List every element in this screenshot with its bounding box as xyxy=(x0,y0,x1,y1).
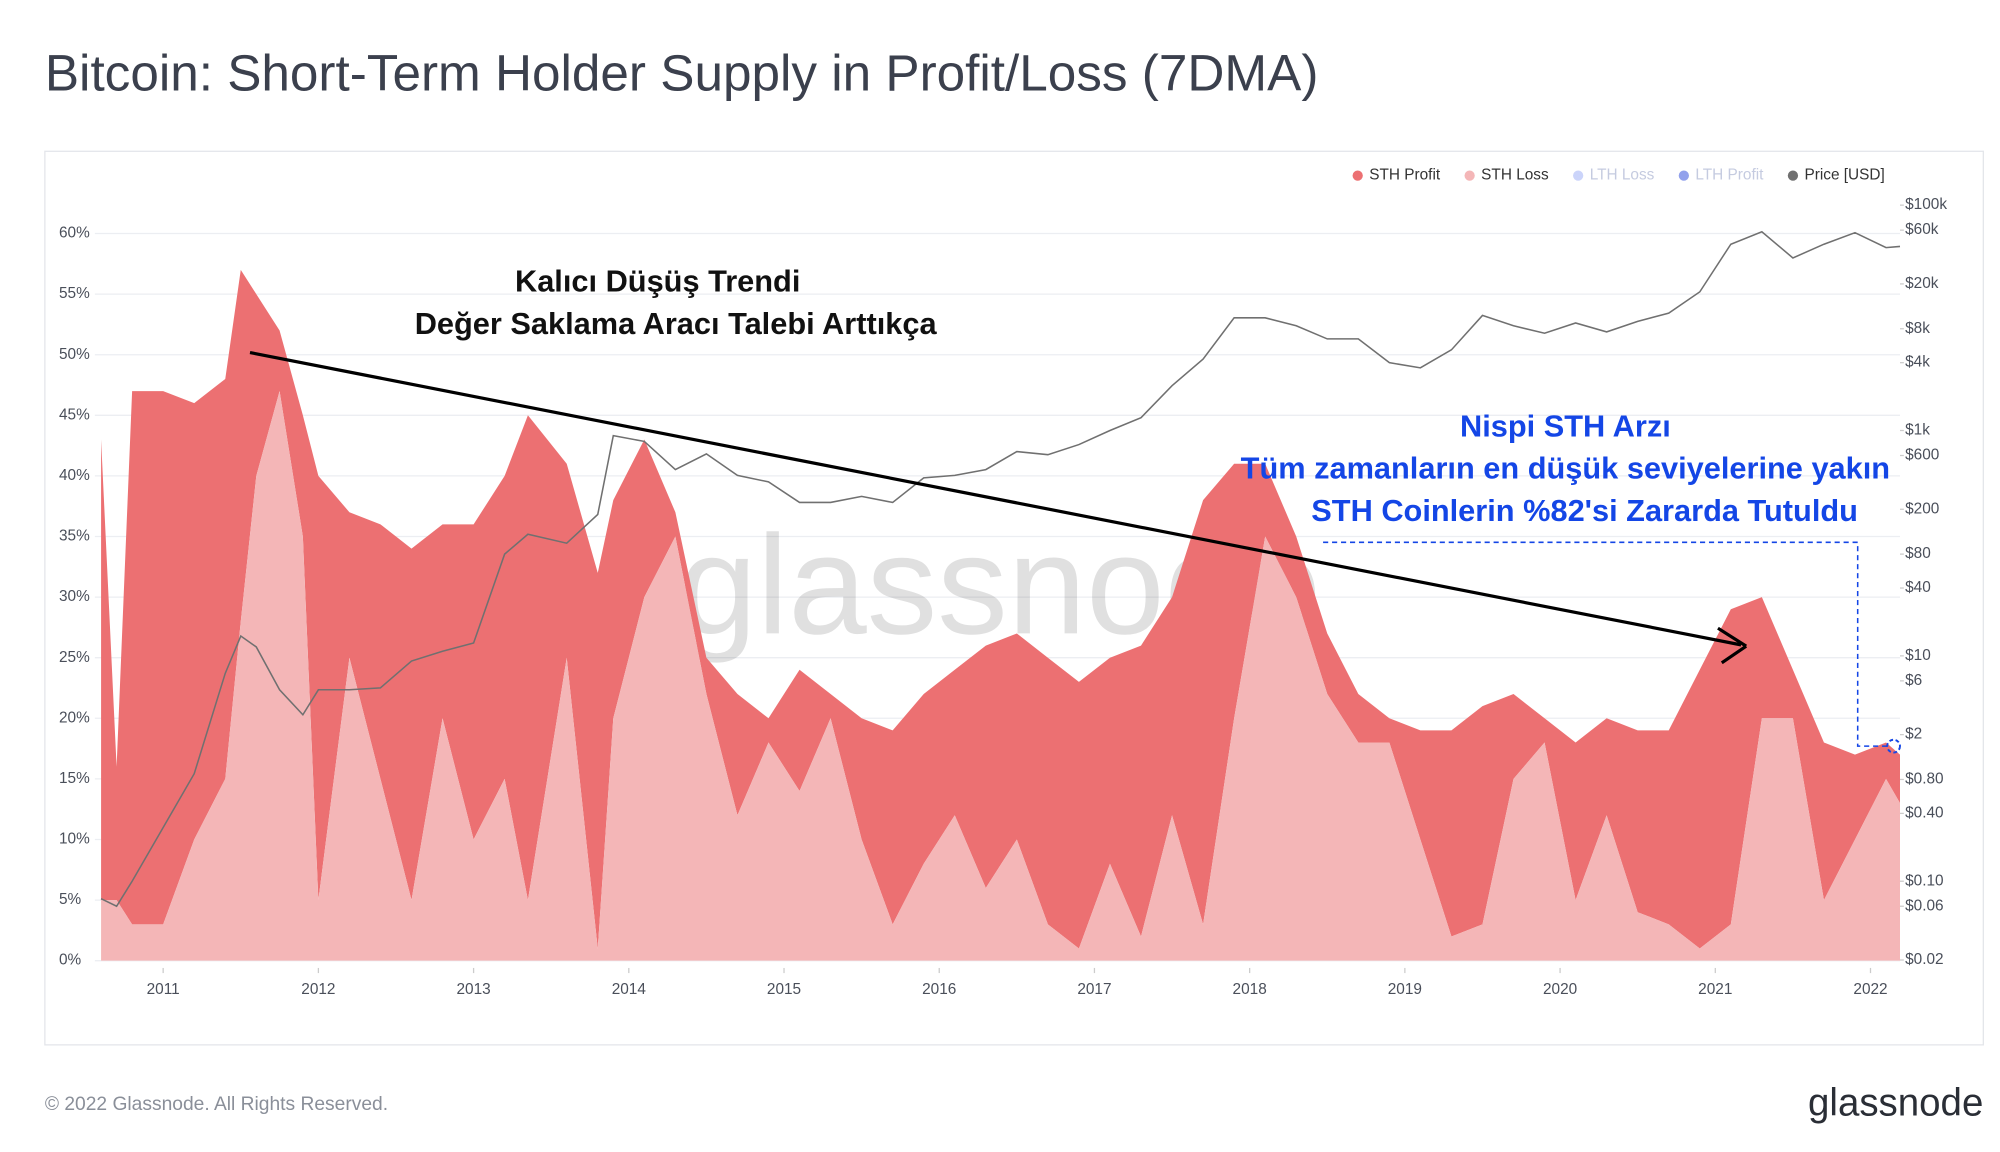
y-tick-label: 25% xyxy=(59,649,90,666)
x-tick-label: 2013 xyxy=(456,981,490,998)
plot: 0% 5% 10% 15% 20% 25% 30% 35% 40% 45% 50% 55% 60% $10… xyxy=(59,167,1947,998)
y2-tick-label: $0.06 xyxy=(1905,897,1943,914)
x-tick-label: 2020 xyxy=(1543,981,1577,998)
annotation: Tüm zamanların en düşük seviyelerine yak… xyxy=(1241,451,1890,486)
chart-title: Bitcoin: Short-Term Holder Supply in Pro… xyxy=(45,44,1319,101)
y2-tick-label: $2 xyxy=(1905,726,1922,743)
legend-label[interactable]: Price [USD] xyxy=(1804,167,1884,184)
chart-frame xyxy=(44,150,1984,1046)
x-tick-label: 2017 xyxy=(1077,981,1111,998)
y2-tick-label: $0.40 xyxy=(1905,804,1943,821)
trend-arrow xyxy=(249,350,1742,647)
x-tick-label: 2018 xyxy=(1233,981,1267,998)
legend-marker xyxy=(1573,170,1584,181)
legend-marker xyxy=(1464,170,1475,181)
y2-tick-label: $4k xyxy=(1905,354,1930,371)
x-tick-label: 2019 xyxy=(1388,981,1422,998)
y2-tick-label: $10 xyxy=(1905,647,1931,664)
y-tick-label: 55% xyxy=(59,285,90,302)
annotation: Nispi STH Arzı xyxy=(1460,408,1671,443)
x-tick-label: 2015 xyxy=(767,981,801,998)
y-tick-label: 10% xyxy=(59,831,90,848)
y2-tick-label: $8k xyxy=(1905,320,1930,337)
footer: © 2022 Glassnode. All Rights Reserved. xyxy=(45,1094,388,1115)
x-tick-label: 2014 xyxy=(612,981,647,998)
y-tick-label: 20% xyxy=(59,709,90,726)
area xyxy=(101,269,1900,949)
annotation: Değer Saklama Aracı Talebi Arttıkça xyxy=(415,306,938,341)
y-tick-label: 60% xyxy=(59,225,90,242)
x-tick-label: 2022 xyxy=(1853,981,1887,998)
legend-label[interactable]: STH Loss xyxy=(1481,167,1549,184)
y2-tick-label: $200 xyxy=(1905,500,1939,517)
legend-marker xyxy=(1787,170,1799,181)
y2-tick-label: $6 xyxy=(1905,672,1922,689)
y-tick-label: 0% xyxy=(59,952,82,969)
x-tick-label: 2016 xyxy=(922,981,956,998)
area xyxy=(101,391,1900,961)
annotation: Kalıcı Düşüş Trendi xyxy=(515,263,800,298)
y2-tick-label: $80 xyxy=(1905,545,1931,562)
legend-label[interactable]: STH Profit xyxy=(1369,167,1441,184)
y2-tick-label: $600 xyxy=(1905,447,1939,464)
x-tick-label: 2021 xyxy=(1698,981,1732,998)
legend-label[interactable]: LTH Loss xyxy=(1590,167,1655,184)
logo: glassnode xyxy=(1808,1081,1983,1124)
y-tick-label: 50% xyxy=(59,346,90,363)
price-line xyxy=(100,230,1901,908)
y-tick-label: 40% xyxy=(59,467,90,484)
annotation: STH Coinlerin %82'si Zararda Tutuldu xyxy=(1311,493,1858,528)
y-tick-label: 45% xyxy=(59,406,90,423)
x-tick-label: 2011 xyxy=(147,981,180,998)
pointer-dot xyxy=(1886,738,1901,754)
y2-tick-label: $100k xyxy=(1905,196,1947,213)
y2-tick-label: $20k xyxy=(1905,275,1939,292)
legend-marker xyxy=(1352,170,1363,181)
y2-tick-label: $0.80 xyxy=(1905,771,1943,788)
y-tick-label: 30% xyxy=(59,588,90,605)
pointer xyxy=(1323,541,1889,747)
legend-label[interactable]: LTH Profit xyxy=(1695,167,1764,184)
x-tick-label: 2012 xyxy=(301,981,335,998)
arrow-head xyxy=(1717,626,1748,665)
y2-tick-label: $1k xyxy=(1905,422,1930,439)
y-tick-label: 15% xyxy=(59,770,90,787)
y2-tick-label: $0.02 xyxy=(1905,951,1943,968)
y2-tick-label: $60k xyxy=(1905,221,1939,238)
y2-tick-label: $0.10 xyxy=(1905,872,1943,889)
y2-tick-label: $40 xyxy=(1905,579,1931,596)
y-tick-label: 35% xyxy=(59,528,90,545)
legend-marker xyxy=(1678,170,1689,181)
y-tick-label: 5% xyxy=(59,891,82,908)
